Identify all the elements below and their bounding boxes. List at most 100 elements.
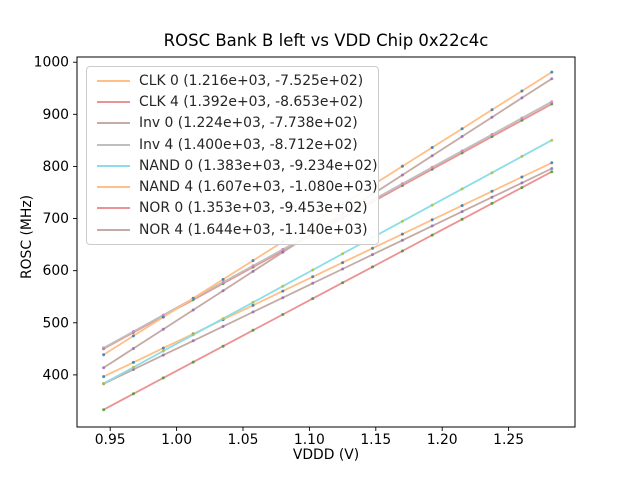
series-point-inv-0	[281, 296, 285, 300]
series-point-nand-4	[191, 296, 195, 300]
series-point-nor-4	[161, 327, 165, 331]
series-point-nor-4	[191, 308, 195, 312]
x-tick-label: 1.10	[294, 432, 325, 448]
series-point-nand-0	[460, 187, 464, 191]
series-point-nor-0	[281, 313, 285, 316]
y-tick-label: 1000	[34, 55, 69, 71]
series-point-nand-0	[490, 171, 494, 175]
series-point-clk-0	[341, 261, 345, 265]
series-point-inv-0	[311, 281, 315, 285]
series-point-nor-0	[341, 281, 345, 285]
series-point-inv-4	[131, 330, 135, 333]
legend-item-label: NAND 4 (1.607e+03, -1.080e+03)	[139, 179, 378, 196]
series-point-clk-0	[400, 232, 404, 236]
x-tick-label: 1.05	[228, 432, 259, 448]
series-point-clk-0	[460, 204, 464, 208]
series-point-nand-0	[251, 300, 255, 304]
series-point-clk-4	[550, 102, 554, 106]
series-point-clk-0	[281, 289, 285, 293]
legend-line-sample	[97, 79, 130, 82]
x-tick-label: 1.00	[161, 432, 192, 448]
series-point-inv-4	[460, 149, 464, 153]
series-line-nand-0	[103, 139, 553, 385]
series-point-clk-0	[131, 360, 135, 364]
series-line-inv-0	[103, 167, 553, 385]
series-point-nor-4	[490, 115, 494, 119]
series-point-inv-0	[520, 181, 524, 185]
series-point-inv-4	[490, 133, 494, 136]
series-point-inv-0	[341, 267, 345, 271]
series-point-inv-0	[460, 210, 464, 214]
x-tick-label: 1.20	[427, 432, 458, 448]
top-margin-mask	[0, 0, 640, 56]
series-point-nor-0	[251, 328, 255, 332]
series-point-nand-4	[131, 334, 135, 338]
x-tick-label: 1.25	[493, 432, 524, 448]
series-point-clk-0	[430, 218, 434, 222]
series-point-inv-0	[131, 368, 135, 371]
series-point-clk-0	[490, 189, 494, 193]
y-tick-label: 700	[42, 211, 69, 227]
series-point-nor-4	[281, 250, 285, 254]
series-point-nor-4	[400, 173, 404, 177]
series-point-nand-4	[251, 259, 255, 263]
legend-item-nor-0: NOR 0 (1.353e+03, -9.453e+02)	[87, 198, 378, 219]
series-point-nand-0	[191, 333, 195, 337]
series-point-inv-0	[430, 224, 434, 228]
legend-item-label: NOR 0 (1.353e+03, -9.453e+02)	[139, 200, 368, 217]
series-point-nor-4	[221, 289, 225, 293]
series-point-nand-4	[460, 127, 464, 131]
y-axis-label: ROSC (MHz)	[19, 194, 35, 280]
series-point-nor-0	[490, 201, 494, 205]
series-point-clk-0	[102, 375, 106, 379]
series-point-inv-0	[191, 339, 195, 343]
series-point-inv-0	[371, 253, 374, 257]
legend-item-nand-4: NAND 4 (1.607e+03, -1.080e+03)	[87, 176, 378, 197]
y-tick-label: 400	[42, 367, 69, 383]
series-point-nor-4	[102, 366, 106, 370]
x-axis-label: VDDD (V)	[292, 447, 360, 463]
legend-item-nand-0: NAND 0 (1.383e+03, -9.234e+02)	[87, 155, 378, 176]
series-line-clk-0	[103, 161, 553, 378]
series-point-nor-0	[191, 360, 195, 364]
plot-title: ROSC Bank B left vs VDD Chip 0x22c4c	[163, 31, 489, 50]
legend: CLK 0 (1.216e+03, -7.525e+02) CLK 4 (1.39…	[86, 66, 379, 246]
series-point-nand-0	[281, 284, 285, 288]
series-point-nor-0	[430, 233, 434, 237]
series-point-clk-0	[550, 161, 554, 165]
series-point-inv-0	[490, 195, 494, 199]
legend-line-sample	[97, 228, 130, 231]
series-point-nand-0	[400, 219, 404, 223]
series-point-nor-4	[460, 135, 464, 138]
series-point-nor-0	[161, 376, 165, 380]
series-point-clk-0	[311, 275, 315, 279]
legend-item-clk-4: CLK 4 (1.392e+03, -8.653e+02)	[87, 91, 378, 112]
x-tick-label: 0.95	[95, 432, 126, 448]
series-point-nand-0	[131, 365, 135, 369]
series-point-inv-0	[221, 324, 225, 328]
series-point-nor-0	[550, 170, 554, 174]
series-point-nand-4	[400, 164, 404, 168]
series-point-nor-4	[131, 347, 135, 350]
series-point-clk-4	[520, 118, 524, 122]
axes-spines	[76, 56, 576, 428]
series-point-nand-0	[311, 268, 315, 272]
series-point-nor-0	[460, 217, 464, 221]
legend-item-nor-4: NOR 4 (1.644e+03, -1.140e+03)	[87, 219, 378, 240]
legend-line-sample	[97, 164, 130, 167]
legend-item-inv-4: Inv 4 (1.400e+03, -8.712e+02)	[87, 134, 378, 155]
series-point-inv-0	[400, 238, 404, 242]
legend-line-sample	[97, 143, 130, 146]
series-point-inv-4	[400, 182, 404, 186]
series-point-nor-0	[520, 186, 524, 190]
y-tick-label: 900	[42, 107, 69, 123]
series-point-nand-4	[102, 353, 106, 357]
series-point-nand-4	[490, 108, 494, 112]
series-point-inv-4	[251, 264, 255, 268]
series-point-inv-0	[550, 167, 554, 170]
legend-item-label: CLK 4 (1.392e+03, -8.653e+02)	[139, 93, 364, 110]
series-point-nor-4	[430, 154, 434, 158]
series-point-inv-4	[102, 346, 106, 350]
legend-item-label: NOR 4 (1.644e+03, -1.140e+03)	[139, 221, 368, 238]
